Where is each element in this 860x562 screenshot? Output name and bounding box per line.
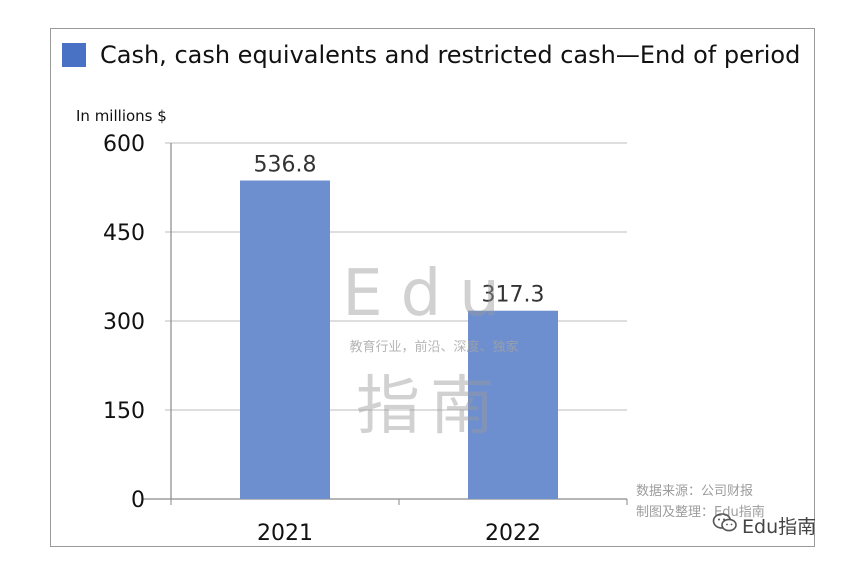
data-labels: 536.8 317.3: [254, 152, 545, 307]
bar-2022: [468, 310, 558, 499]
legend: Cash, cash equivalents and restricted ca…: [62, 40, 800, 70]
watermark-line2: 教育行业，前沿、深度、独家: [349, 339, 518, 355]
x-tick-label-2021: 2021: [257, 521, 313, 546]
watermark: Edu 教育行业，前沿、深度、独家 指南: [342, 257, 518, 444]
wechat-icon: [712, 512, 738, 539]
y-tick-label: 450: [103, 221, 145, 246]
y-tick-labels: 0 150 300 450 600: [103, 132, 145, 513]
watermark-line1: Edu: [342, 257, 518, 331]
source-note: 数据来源：公司财报 制图及整理：Edu指南: [636, 481, 765, 523]
bar-2021: [240, 180, 330, 500]
x-tick-label-2022: 2022: [485, 521, 541, 546]
y-axis-unit-label: In millions $: [76, 107, 167, 125]
chart-frame: [50, 28, 815, 547]
source-line-1: 数据来源：公司财报: [636, 484, 754, 499]
source-line-2: 制图及整理：Edu指南: [636, 505, 765, 520]
y-tick-label: 150: [103, 399, 145, 424]
y-tick-label: 0: [131, 488, 145, 513]
legend-swatch: [62, 43, 86, 67]
brand-text: Edu指南: [742, 516, 817, 538]
y-tick-label: 600: [103, 132, 145, 157]
bars: [240, 180, 558, 500]
data-label-2021: 536.8: [254, 152, 317, 177]
data-label-2022: 317.3: [482, 283, 545, 308]
x-tick-labels: 2021 2022: [257, 521, 541, 546]
watermark-line3: 指南: [356, 370, 504, 444]
brand-badge: Edu指南: [712, 512, 816, 539]
legend-label: Cash, cash equivalents and restricted ca…: [100, 41, 801, 69]
y-tick-label: 300: [103, 310, 145, 335]
